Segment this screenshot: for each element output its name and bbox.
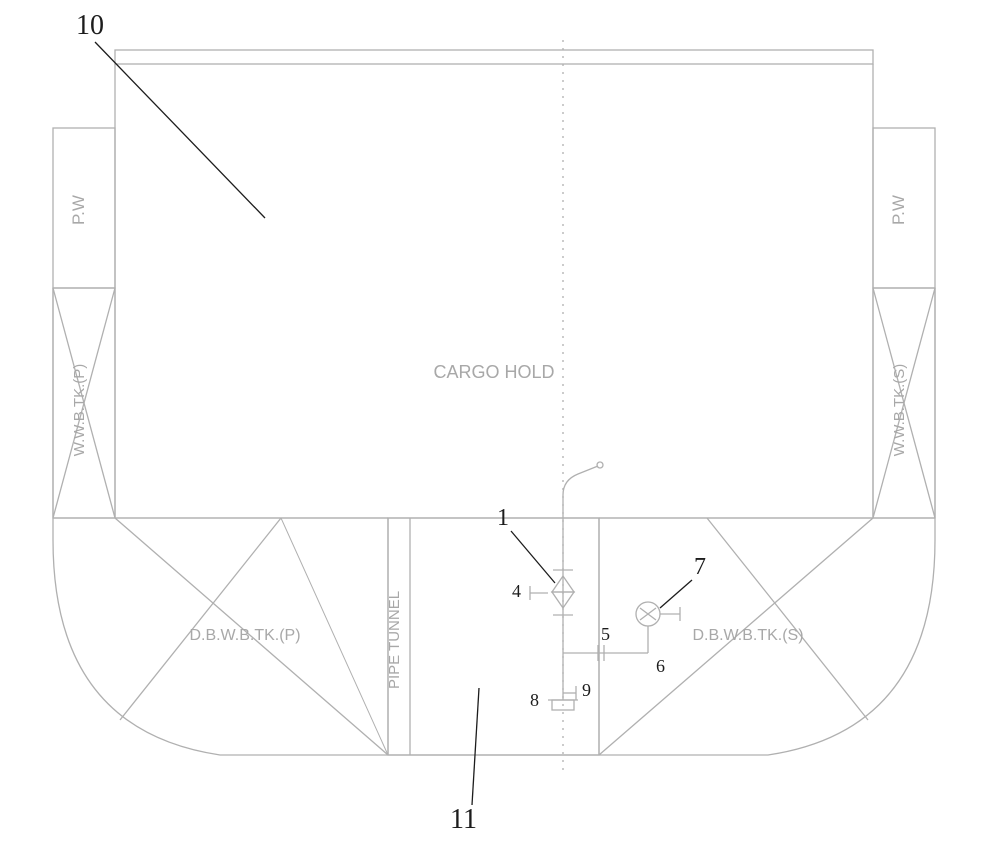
label-cargo-hold: CARGO HOLD: [433, 362, 554, 382]
callout-11: 11: [450, 804, 477, 835]
compartment-labels: P.W P.W W.W.B.TK.(P) W.W.B.TK.(S) D.B.W.…: [69, 195, 908, 689]
callout-7: 7: [694, 554, 706, 580]
label-wwbtk-right: W.W.B.TK.(S): [891, 364, 908, 457]
label-pw-left: P.W: [69, 195, 88, 225]
callout-8: 8: [530, 690, 539, 710]
callout-5: 5: [601, 624, 610, 644]
hull-outline: [53, 50, 935, 755]
callout-10: 10: [76, 10, 104, 41]
callouts: 10 11 1 4 5 6 7 8 9: [76, 10, 706, 835]
callout-1: 1: [497, 505, 509, 531]
label-wwbtk-left: W.W.B.TK.(P): [71, 364, 88, 457]
callout-9: 9: [582, 680, 591, 700]
label-dbwbtk-right: D.B.W.B.TK.(S): [692, 627, 803, 644]
label-dbwbtk-left: D.B.W.B.TK.(P): [189, 627, 300, 644]
label-pipe-tunnel: PIPE TUNNEL: [386, 591, 403, 689]
callout-4: 4: [512, 581, 521, 601]
callout-6: 6: [656, 656, 665, 676]
label-pw-right: P.W: [889, 195, 908, 225]
